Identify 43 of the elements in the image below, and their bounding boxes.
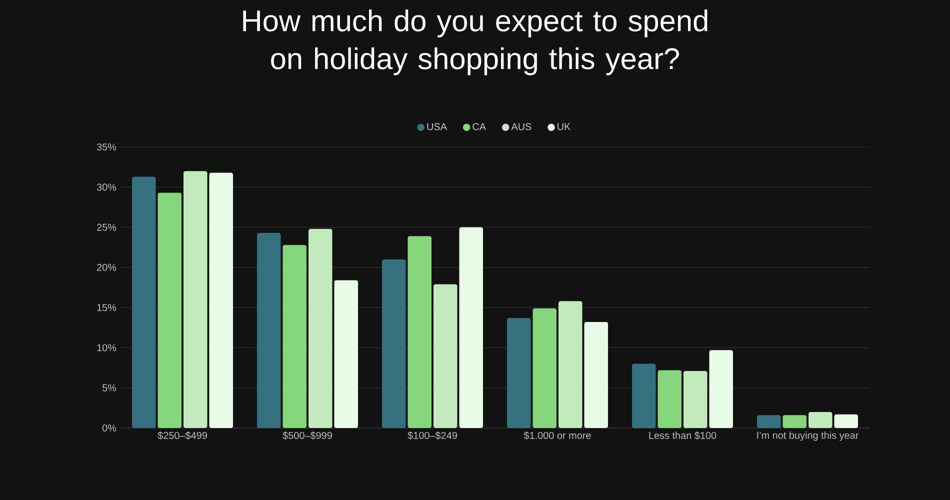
bar bbox=[532, 308, 557, 428]
bar bbox=[507, 318, 531, 428]
bar bbox=[757, 415, 781, 428]
legend-label: CA bbox=[472, 123, 486, 130]
bar bbox=[334, 280, 358, 428]
bar bbox=[658, 370, 682, 428]
bar bbox=[158, 192, 182, 428]
x-tick-label: I’m not buying this year bbox=[757, 432, 859, 441]
x-tick-label: $500–$999 bbox=[282, 432, 332, 440]
bar bbox=[834, 414, 858, 428]
y-tick-label: 0% bbox=[102, 424, 116, 432]
x-tick-label: Less than $100 bbox=[649, 432, 716, 440]
legend-label: AUS bbox=[511, 123, 532, 130]
bar bbox=[808, 412, 832, 428]
bar bbox=[282, 244, 307, 428]
bar bbox=[308, 228, 332, 428]
chart-title: How much do you expect to spend on holiday shopping this year? bbox=[243, 10, 708, 76]
bar bbox=[434, 284, 458, 428]
bar bbox=[684, 370, 708, 428]
x-tick-label: $1.000 or more bbox=[524, 432, 591, 440]
bar bbox=[584, 322, 608, 428]
y-tick-label: 15% bbox=[97, 304, 116, 312]
y-tick-label: 25% bbox=[97, 224, 116, 231]
bar bbox=[632, 364, 656, 428]
bar bbox=[184, 171, 208, 428]
y-tick-label: 20% bbox=[97, 264, 116, 271]
legend-label: USA bbox=[427, 123, 447, 130]
bar bbox=[459, 227, 484, 428]
y-tick-label: 35% bbox=[96, 143, 116, 151]
legend-label: UK bbox=[558, 123, 571, 130]
bar bbox=[382, 259, 406, 428]
bar bbox=[709, 350, 734, 428]
bar bbox=[408, 236, 432, 428]
bar bbox=[782, 415, 807, 428]
bar bbox=[132, 176, 156, 428]
y-tick-label: 30% bbox=[96, 184, 116, 191]
x-tick-label: $250–$499 bbox=[158, 432, 207, 440]
y-tick-label: 10% bbox=[97, 344, 116, 352]
bar bbox=[257, 232, 281, 428]
x-tick-label: $100–$249 bbox=[408, 432, 457, 440]
bar bbox=[558, 301, 582, 428]
bar bbox=[209, 172, 234, 428]
y-tick-label: 5% bbox=[102, 384, 116, 392]
